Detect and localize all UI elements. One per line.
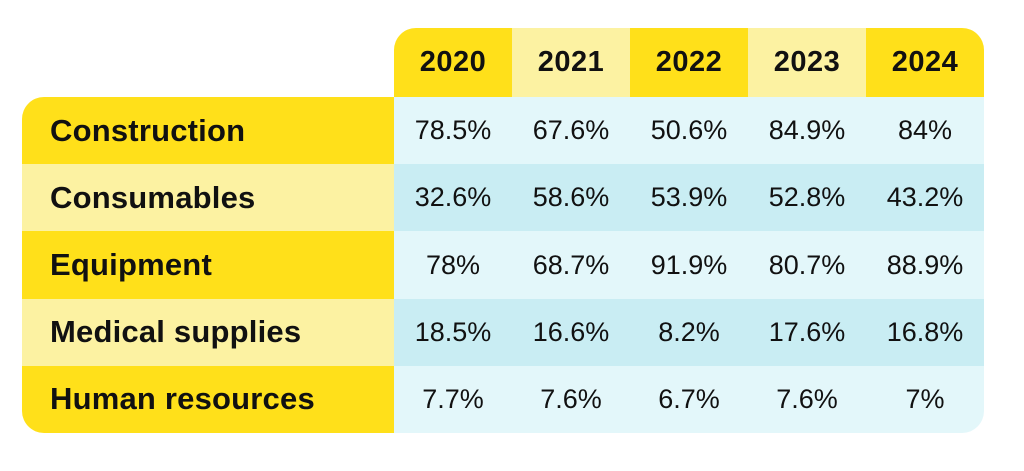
cell-value: 84% xyxy=(897,115,953,146)
table-row-human-resources: 7.7% 7.6% 6.7% 7.6% 7% xyxy=(394,365,984,433)
cell-value: 88.9% xyxy=(886,249,964,280)
cell-value: 7.7% xyxy=(422,383,484,414)
cell-value: 80.7% xyxy=(768,249,846,280)
cell-value: 78% xyxy=(425,249,481,280)
cell-value: 50.6% xyxy=(650,115,728,146)
row-label-equipment: Equipment xyxy=(22,231,394,299)
cell-value: 67.6% xyxy=(532,115,610,146)
cell-value: 78.5% xyxy=(414,115,492,146)
table-row-consumables: 32.6% 58.6% 53.9% 52.8% 43.2% xyxy=(394,164,984,232)
column-header-2023: 2023 xyxy=(748,28,866,97)
table-row-equipment: 78% 68.7% 91.9% 80.7% 88.9% xyxy=(394,231,984,299)
cell-value: 7.6% xyxy=(776,383,838,414)
cell-value: 52.8% xyxy=(768,182,846,213)
row-label-medical-supplies: Medical supplies xyxy=(22,298,394,366)
column-header-2024: 2024 xyxy=(866,28,984,97)
cell-value: 16.6% xyxy=(532,316,610,347)
cell-value: 32.6% xyxy=(414,182,492,213)
cell-value: 18.5% xyxy=(414,316,492,347)
cell-value: 43.2% xyxy=(886,182,964,213)
cell-value: 17.6% xyxy=(768,316,846,347)
row-label-consumables: Consumables xyxy=(22,164,394,232)
cell-value: 53.9% xyxy=(650,182,728,213)
data-grid: 78.5% 67.6% 50.6% 84.9% 84% 32.6% 58.6% … xyxy=(394,97,984,433)
column-header-2021: 2021 xyxy=(512,28,630,97)
row-label-construction: Construction xyxy=(22,97,394,165)
row-label-human-resources: Human resources xyxy=(22,365,394,433)
cell-value: 7% xyxy=(905,383,945,414)
cell-value: 91.9% xyxy=(650,249,728,280)
cell-value: 84.9% xyxy=(768,115,846,146)
table-header-row: 2020 2021 2022 2023 2024 xyxy=(394,28,984,97)
table-row-medical-supplies: 18.5% 16.6% 8.2% 17.6% 16.8% xyxy=(394,298,984,366)
cell-value: 16.8% xyxy=(886,316,964,347)
row-label-column: Construction Consumables Equipment Medic… xyxy=(22,97,394,433)
cell-value: 58.6% xyxy=(532,182,610,213)
column-header-2022: 2022 xyxy=(630,28,748,97)
cell-value: 6.7% xyxy=(658,383,720,414)
column-header-2020: 2020 xyxy=(394,28,512,97)
cell-value: 68.7% xyxy=(532,249,610,280)
table-row-construction: 78.5% 67.6% 50.6% 84.9% 84% xyxy=(394,97,984,165)
cell-value: 7.6% xyxy=(540,383,602,414)
cell-value: 8.2% xyxy=(658,316,720,347)
